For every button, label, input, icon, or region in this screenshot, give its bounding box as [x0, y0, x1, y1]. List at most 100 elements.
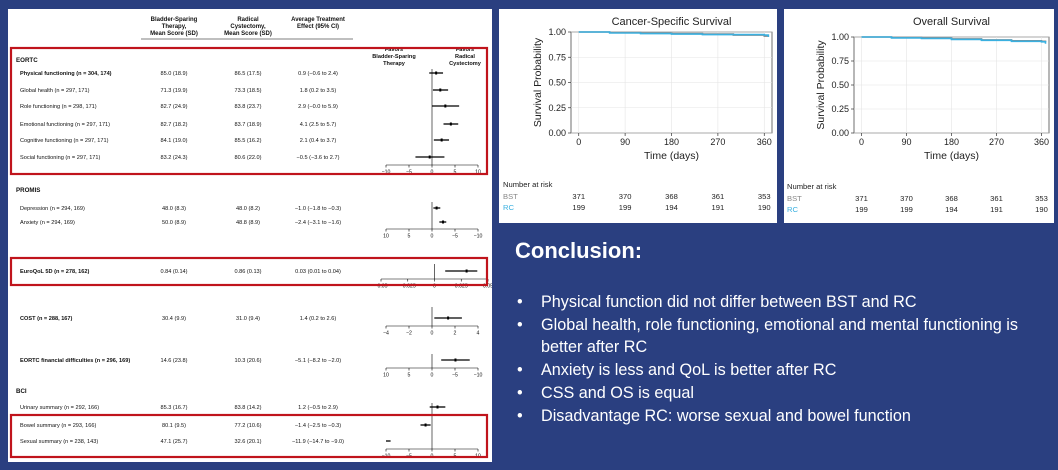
cancer-specific-survival-panel: Cancer-Specific Survival 0.00 0.25 0.50 0.75… — [499, 9, 777, 223]
survival-curve-rc — [861, 36, 1047, 44]
forest-axis-tick-label: 10 — [383, 373, 389, 379]
bst-score: 50.0 (8.9) — [162, 220, 186, 226]
risk-value: 368 — [945, 194, 958, 203]
treatment-effect: 1.4 (0.2 to 2.6) — [300, 316, 337, 322]
x-axis-label: Time (days) — [644, 150, 699, 162]
treatment-effect: −2.4 (−3.1 to −1.6) — [295, 220, 341, 226]
column-header: Cystectomy, — [230, 24, 266, 30]
row-label: Urinary summary (n = 292, 166) — [20, 405, 99, 411]
column-header: Mean Score (SD) — [150, 31, 198, 37]
point-estimate — [435, 71, 438, 75]
row-label: EORTC financial difficulties (n = 296, 1… — [20, 358, 130, 364]
x-tick-label: 180 — [664, 137, 679, 147]
rc-score: 85.5 (16.2) — [234, 138, 261, 144]
conclusion-bullet: Physical function did not differ between… — [517, 292, 1047, 314]
forest-axis-tick-label: 0.05 — [483, 284, 492, 290]
forest-axis-tick-label: 0.025 — [455, 284, 468, 290]
point-estimate — [440, 138, 443, 142]
forest-axis-tick-label: −5 — [452, 234, 458, 240]
chart-title: Cancer-Specific Survival — [612, 16, 732, 28]
bst-score: 83.2 (24.3) — [160, 155, 187, 161]
bst-score: 30.4 (9.9) — [162, 316, 186, 322]
conclusion-box: Conclusion: Physical function did not di… — [505, 230, 1050, 465]
rc-score: 32.6 (20.1) — [234, 439, 261, 445]
rc-score: 73.3 (18.5) — [234, 88, 261, 94]
y-tick-label: 0.75 — [548, 52, 566, 62]
row-label: Cognitive functioning (n = 297, 171) — [20, 138, 109, 144]
forest-axis-tick-label: −5 — [406, 170, 412, 176]
x-tick-label: 360 — [1034, 137, 1049, 147]
treatment-effect: 1.8 (0.2 to 3.5) — [300, 88, 337, 94]
forest-axis-tick-label: 10 — [383, 234, 389, 240]
bst-score: 85.0 (18.9) — [160, 71, 187, 77]
risk-row-name: RC — [503, 203, 514, 212]
row-label: Physical functioning (n = 304, 174) — [20, 71, 112, 77]
y-axis-label: Survival Probability — [532, 37, 544, 127]
rc-score: 48.8 (8.9) — [236, 220, 260, 226]
y-axis-label: Survival Probability — [815, 40, 827, 130]
forest-plot-panel: Bladder-Sparing Therapy, Mean Score (SD) Ra… — [8, 9, 493, 462]
favors-bst-label: Therapy — [383, 61, 406, 67]
risk-value: 370 — [619, 192, 632, 201]
conclusion-bullet: Anxiety is less and QoL is better after … — [517, 360, 1047, 382]
favors-rc-label: Cystectomy — [449, 61, 482, 67]
conclusion-bullet: Disadvantage RC: worse sexual and bowel … — [517, 406, 1047, 428]
y-tick-label: 0.50 — [831, 80, 849, 90]
y-tick-label: 0.50 — [548, 78, 566, 88]
risk-value: 353 — [1035, 194, 1048, 203]
risk-value: 371 — [855, 194, 868, 203]
column-header: Effect (95% CI) — [297, 24, 339, 30]
row-label: Depression (n = 294, 169) — [20, 206, 85, 212]
row-label: EuroQoL 5D (n = 278, 162) — [20, 269, 90, 275]
risk-value: 199 — [619, 203, 632, 212]
forest-axis-tick-label: 10 — [475, 170, 481, 176]
column-header: Radical — [237, 17, 259, 23]
point-estimate — [435, 206, 438, 210]
bst-score: 0.84 (0.14) — [160, 269, 187, 275]
row-label: Global health (n = 297, 171) — [20, 88, 90, 94]
y-tick-label: 0.25 — [548, 103, 566, 113]
column-header: Therapy, — [162, 24, 187, 30]
rc-score: 83.7 (18.9) — [234, 122, 261, 128]
conclusion-title: Conclusion: — [515, 238, 643, 263]
rc-score: 10.3 (20.6) — [234, 358, 261, 364]
risk-row-name: BST — [503, 192, 518, 201]
treatment-effect: 2.9 (−0.0 to 5.9) — [298, 104, 338, 110]
forest-axis-tick-label: −10 — [382, 170, 391, 176]
risk-value: 370 — [900, 194, 913, 203]
column-header: Bladder-Sparing — [151, 17, 198, 23]
rc-score: 80.6 (22.0) — [234, 155, 261, 161]
conclusion-bullet: CSS and OS is equal — [517, 383, 1047, 405]
chart-title: Overall Survival — [913, 16, 990, 28]
y-tick-label: 1.00 — [831, 32, 849, 42]
forest-axis-tick-label: −10 — [474, 234, 483, 240]
point-estimate — [442, 220, 445, 224]
row-label: COST (n = 288, 167) — [20, 316, 73, 322]
rc-score: 77.2 (10.6) — [234, 423, 261, 429]
row-label: Sexual summary (n = 238, 143) — [20, 439, 98, 445]
point-estimate — [444, 104, 447, 108]
risk-value: 361 — [990, 194, 1003, 203]
point-estimate — [454, 358, 457, 362]
treatment-effect: 0.9 (−0.6 to 2.4) — [298, 71, 338, 77]
y-tick-label: 1.00 — [548, 27, 566, 37]
forest-axis-tick-label: 5 — [408, 373, 411, 379]
risk-value: 194 — [665, 203, 678, 212]
bst-score: 82.7 (18.2) — [160, 122, 187, 128]
forest-axis-tick-label: 2 — [454, 331, 457, 337]
treatment-effect: 1.2 (−0.5 to 2.9) — [298, 405, 338, 411]
risk-value: 353 — [758, 192, 771, 201]
risk-value: 199 — [855, 205, 868, 214]
highlight-box — [9, 413, 489, 459]
forest-axis-tick-label: −10 — [474, 373, 483, 379]
treatment-effect: −0.5 (−3.6 to 2.7) — [297, 155, 340, 161]
rc-score: 86.5 (17.5) — [234, 71, 261, 77]
bst-score: 80.1 (9.5) — [162, 423, 186, 429]
treatment-effect: −1.4 (−2.5 to −0.3) — [295, 423, 341, 429]
favors-bst-label: Favors — [385, 47, 403, 53]
treatment-effect: −1.0 (−1.8 to −0.3) — [295, 206, 341, 212]
cancer-specific-survival-chart: Cancer-Specific Survival 0.00 0.25 0.50 0.75… — [503, 16, 773, 212]
treatment-effect: 4.1 (2.5 to 5.7) — [300, 122, 337, 128]
forest-axis-tick-label: 0 — [431, 170, 434, 176]
